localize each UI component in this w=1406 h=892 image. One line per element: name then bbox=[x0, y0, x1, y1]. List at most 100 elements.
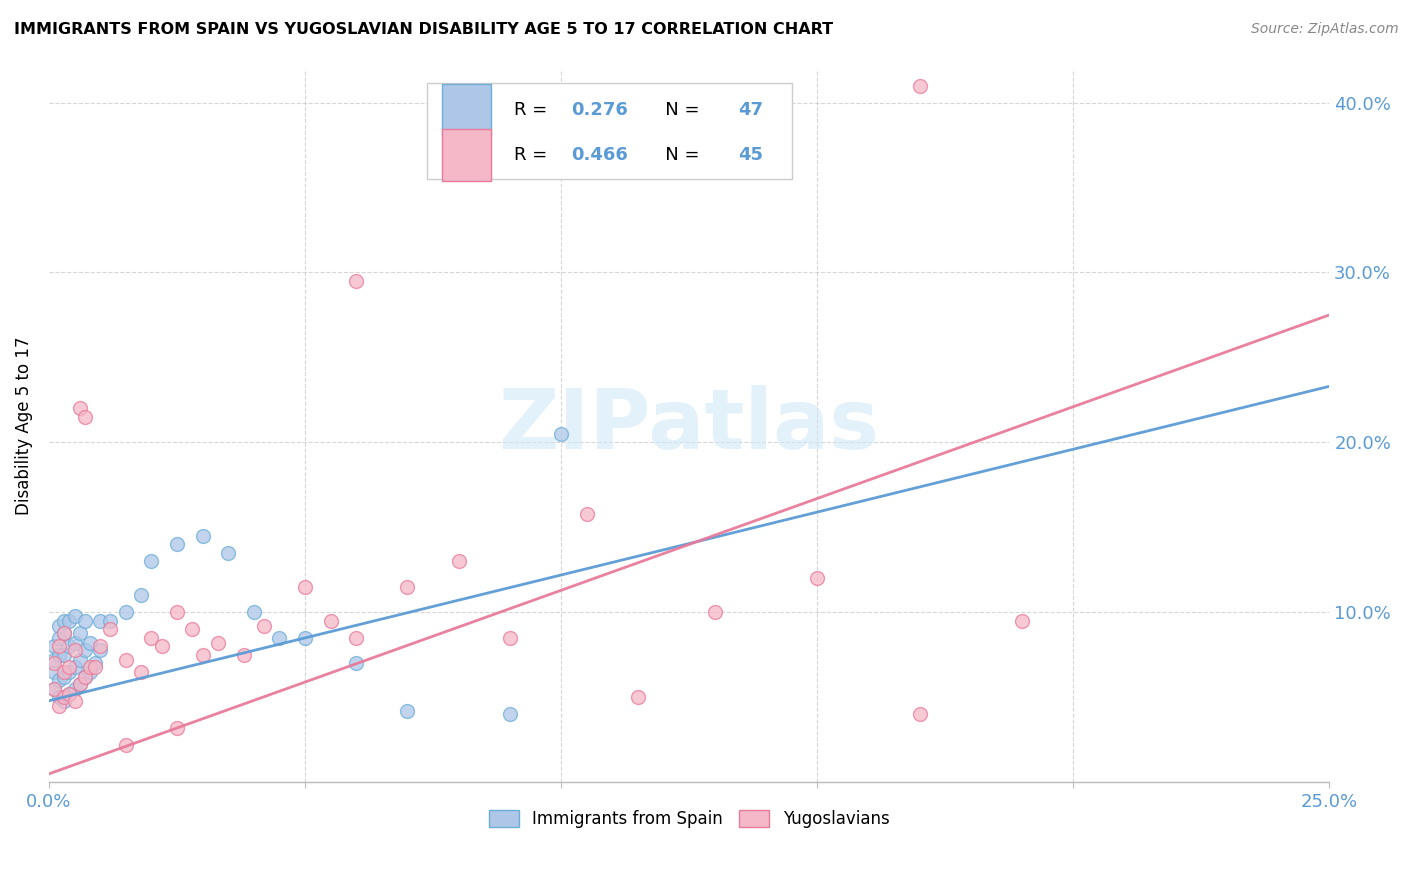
Point bbox=[48, 619, 70, 633]
Point bbox=[53, 690, 76, 705]
Point bbox=[42, 665, 65, 679]
Point bbox=[294, 631, 316, 645]
Text: 47: 47 bbox=[738, 101, 763, 119]
Point bbox=[191, 648, 214, 662]
Point bbox=[42, 653, 65, 667]
Point bbox=[79, 660, 101, 674]
Legend: Immigrants from Spain, Yugoslavians: Immigrants from Spain, Yugoslavians bbox=[482, 803, 896, 835]
Point bbox=[48, 648, 70, 662]
Point bbox=[63, 694, 86, 708]
Point bbox=[79, 636, 101, 650]
Point bbox=[129, 665, 152, 679]
Point bbox=[73, 409, 96, 424]
Point bbox=[48, 631, 70, 645]
Point bbox=[550, 426, 572, 441]
Point bbox=[53, 614, 76, 628]
FancyBboxPatch shape bbox=[426, 83, 792, 179]
Text: ZIPatlas: ZIPatlas bbox=[499, 385, 880, 466]
Point bbox=[63, 660, 86, 674]
Point bbox=[114, 606, 136, 620]
Point bbox=[69, 401, 91, 416]
Point bbox=[58, 687, 80, 701]
Point bbox=[253, 619, 276, 633]
Point bbox=[166, 606, 188, 620]
Point bbox=[73, 670, 96, 684]
Point bbox=[53, 665, 76, 679]
FancyBboxPatch shape bbox=[441, 129, 491, 181]
Point bbox=[806, 571, 828, 585]
Point bbox=[703, 606, 725, 620]
Point bbox=[53, 694, 76, 708]
Point bbox=[344, 631, 367, 645]
Point bbox=[84, 657, 107, 671]
Text: Source: ZipAtlas.com: Source: ZipAtlas.com bbox=[1251, 22, 1399, 37]
Point bbox=[53, 625, 76, 640]
Text: N =: N = bbox=[648, 146, 706, 164]
Point bbox=[499, 707, 522, 722]
Point bbox=[141, 631, 163, 645]
Point bbox=[344, 274, 367, 288]
Point bbox=[42, 681, 65, 696]
Point bbox=[181, 623, 204, 637]
Point bbox=[269, 631, 291, 645]
Point bbox=[58, 660, 80, 674]
Point bbox=[42, 657, 65, 671]
Point bbox=[243, 606, 266, 620]
Point bbox=[294, 580, 316, 594]
Point bbox=[63, 642, 86, 657]
Point bbox=[114, 653, 136, 667]
Point bbox=[447, 554, 470, 568]
Point bbox=[58, 614, 80, 628]
Text: 0.276: 0.276 bbox=[571, 101, 628, 119]
Text: R =: R = bbox=[513, 101, 553, 119]
Point bbox=[217, 546, 239, 560]
Text: R =: R = bbox=[513, 146, 553, 164]
Point bbox=[69, 677, 91, 691]
Point bbox=[73, 670, 96, 684]
Point bbox=[69, 677, 91, 691]
Point bbox=[53, 670, 76, 684]
Point bbox=[53, 625, 76, 640]
Point bbox=[627, 690, 650, 705]
Point bbox=[129, 588, 152, 602]
Point bbox=[191, 529, 214, 543]
Point bbox=[58, 687, 80, 701]
Point bbox=[48, 698, 70, 713]
Point bbox=[48, 640, 70, 654]
Point bbox=[48, 690, 70, 705]
Point bbox=[141, 554, 163, 568]
Text: 0.466: 0.466 bbox=[571, 146, 628, 164]
Point bbox=[150, 640, 173, 654]
Point bbox=[100, 614, 122, 628]
Point bbox=[114, 738, 136, 752]
FancyBboxPatch shape bbox=[441, 84, 491, 136]
Point bbox=[58, 640, 80, 654]
Point bbox=[63, 636, 86, 650]
Y-axis label: Disability Age 5 to 17: Disability Age 5 to 17 bbox=[15, 336, 32, 515]
Point bbox=[166, 721, 188, 735]
Point bbox=[89, 614, 111, 628]
Text: 45: 45 bbox=[738, 146, 763, 164]
Point bbox=[79, 665, 101, 679]
Point bbox=[100, 623, 122, 637]
Point bbox=[63, 608, 86, 623]
Point bbox=[1011, 614, 1033, 628]
Point bbox=[166, 537, 188, 551]
Point bbox=[396, 580, 419, 594]
Point bbox=[396, 704, 419, 718]
Point bbox=[908, 78, 931, 93]
Point bbox=[344, 657, 367, 671]
Point bbox=[58, 665, 80, 679]
Point bbox=[84, 660, 107, 674]
Point bbox=[89, 640, 111, 654]
Point bbox=[48, 673, 70, 688]
Text: IMMIGRANTS FROM SPAIN VS YUGOSLAVIAN DISABILITY AGE 5 TO 17 CORRELATION CHART: IMMIGRANTS FROM SPAIN VS YUGOSLAVIAN DIS… bbox=[14, 22, 834, 37]
Point bbox=[73, 614, 96, 628]
Point bbox=[63, 681, 86, 696]
Point bbox=[89, 642, 111, 657]
Text: N =: N = bbox=[648, 101, 706, 119]
Point bbox=[232, 648, 254, 662]
Point bbox=[499, 631, 522, 645]
Point bbox=[42, 681, 65, 696]
Point bbox=[73, 642, 96, 657]
